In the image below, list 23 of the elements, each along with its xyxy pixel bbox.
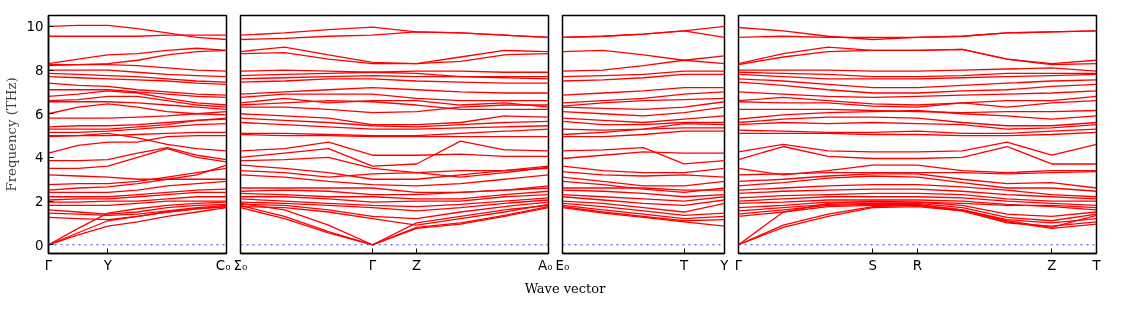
x-tick-label: R <box>912 257 923 273</box>
x-tick-label: S <box>868 257 877 273</box>
x-tick-label: T <box>1091 257 1102 273</box>
x-tick-label: Y <box>719 257 730 273</box>
x-tick-label: Y <box>102 257 113 273</box>
x-tick-label: C₀ <box>215 257 231 273</box>
x-tick-label: A₀ <box>538 257 553 273</box>
y-tick-label: 10 <box>26 19 44 35</box>
x-axis-title: Wave vector <box>524 280 606 298</box>
x-tick-label: Z <box>411 257 422 273</box>
y-tick-label: 0 <box>35 237 44 253</box>
y-tick-label: 4 <box>35 150 44 166</box>
x-tick-label: Z <box>1047 257 1057 273</box>
x-tick-label: T <box>678 257 689 273</box>
y-tick-label: 2 <box>35 194 44 210</box>
x-tick-label: Σ₀ <box>233 257 248 273</box>
x-tick-label: Γ <box>734 257 743 273</box>
y-axis-title: Frequency (THz) <box>3 77 19 192</box>
x-tick-label: Γ <box>368 257 377 273</box>
y-tick-label: 6 <box>35 106 44 122</box>
x-tick-label: E₀ <box>555 257 570 273</box>
x-tick-label: Γ <box>44 257 53 273</box>
y-tick-label: 8 <box>35 63 44 79</box>
